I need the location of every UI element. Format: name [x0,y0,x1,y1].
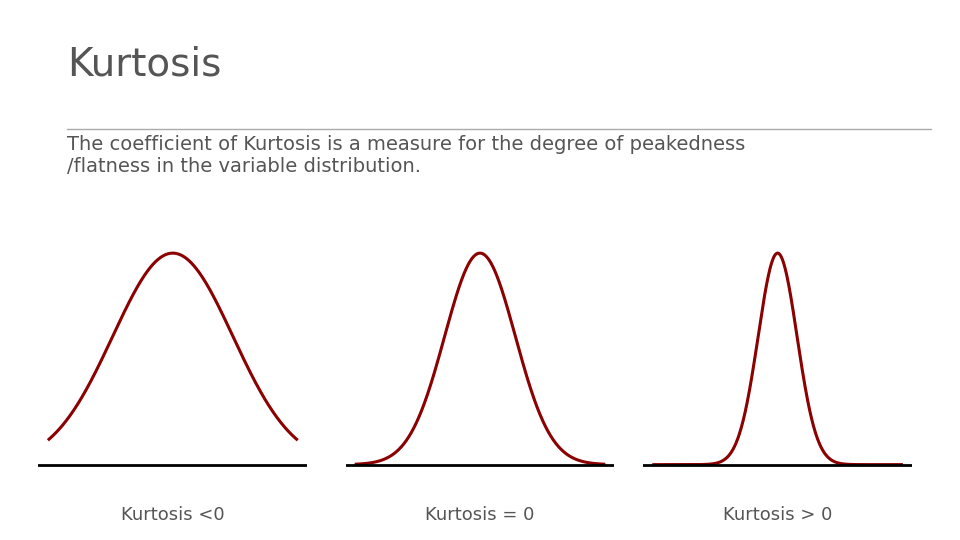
Text: Kurtosis: Kurtosis [67,46,222,84]
Text: Kurtosis <0: Kurtosis <0 [121,505,225,524]
Text: Kurtosis = 0: Kurtosis = 0 [425,505,535,524]
Text: The coefficient of Kurtosis is a measure for the degree of peakedness
/flatness : The coefficient of Kurtosis is a measure… [67,135,746,176]
Text: Kurtosis > 0: Kurtosis > 0 [723,505,832,524]
